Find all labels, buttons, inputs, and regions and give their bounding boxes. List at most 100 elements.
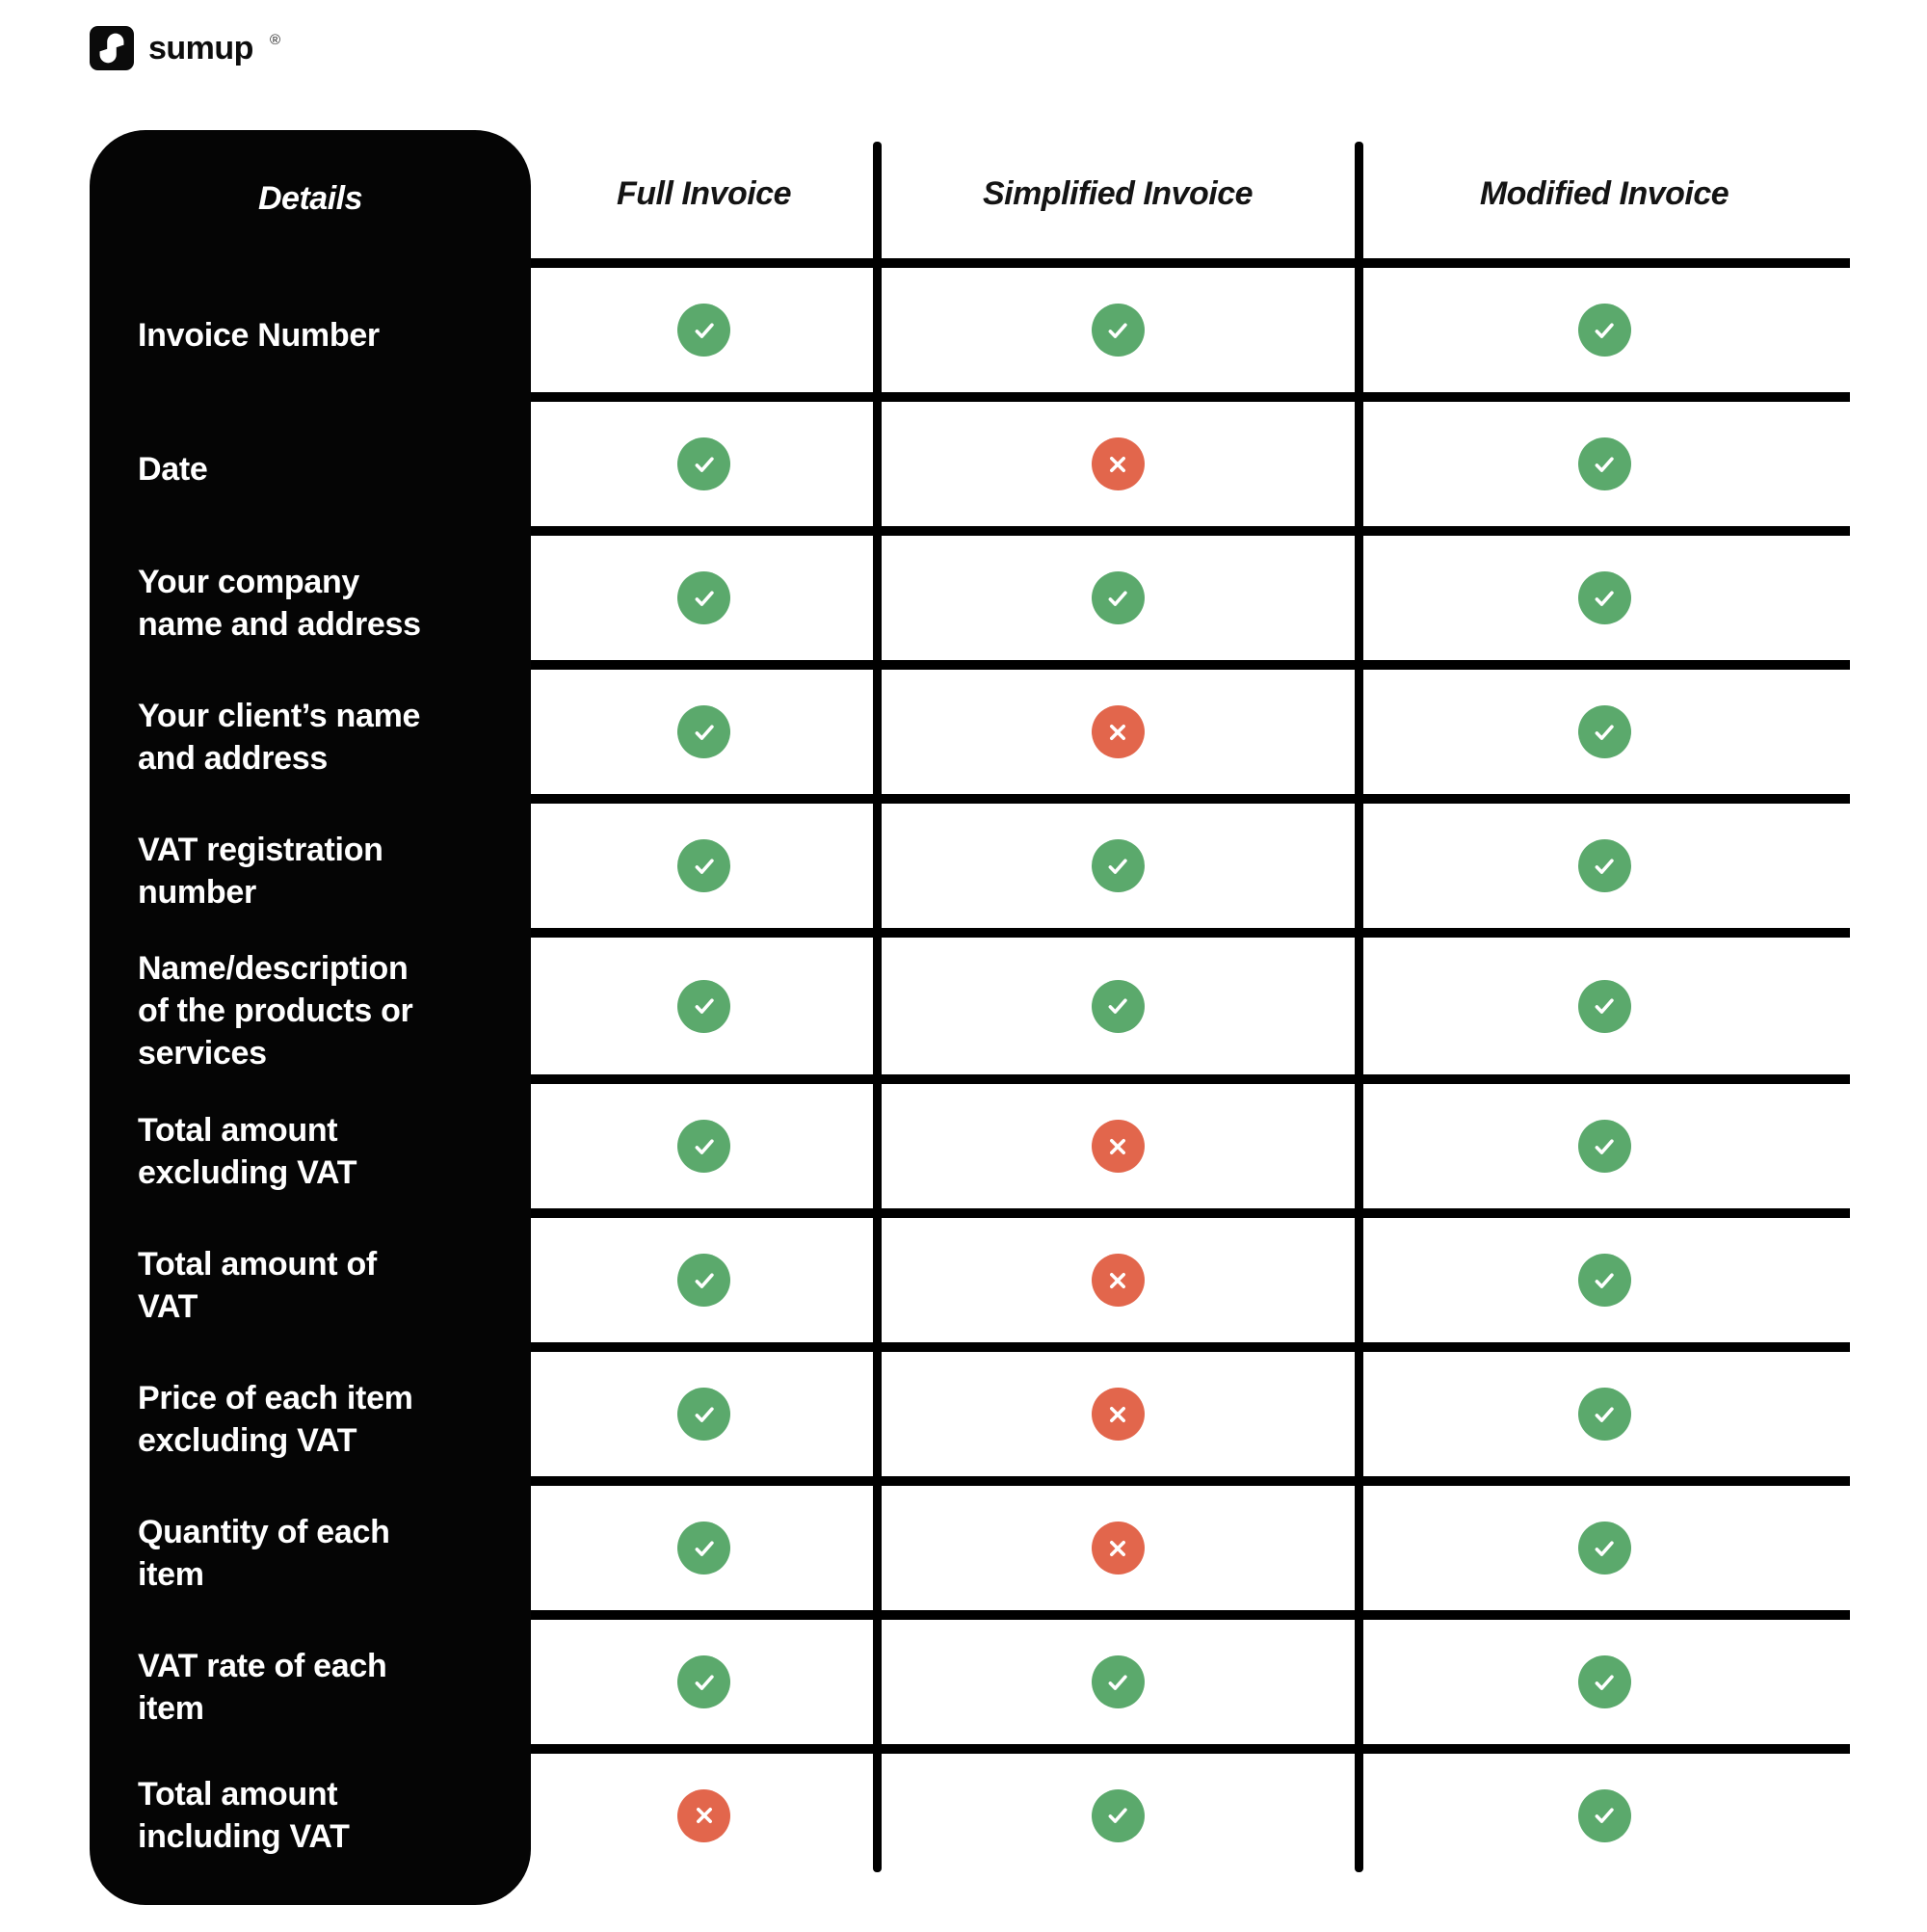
row-label-text: VAT rate of each item [138,1647,387,1727]
check-icon [1595,590,1614,606]
check-icon [1595,998,1614,1014]
table-cell [877,1084,1359,1218]
check-icon [695,858,714,874]
cross-badge [1091,705,1145,758]
check-badge [1577,1120,1631,1173]
row-label: Total amount of VAT [90,1218,531,1352]
cross-badge [677,1788,730,1842]
column-header-label: Simplified Invoice [982,175,1254,212]
row-label: Your company name and address [90,536,531,670]
check-badge [1091,1655,1145,1708]
table-cell [877,670,1359,804]
check-icon [1595,1272,1614,1288]
row-label-text: Invoice Number [138,316,380,354]
check-icon [1595,456,1614,472]
cross-badge [1091,1120,1145,1173]
check-badge [1577,1788,1631,1842]
row-label: Quantity of each item [90,1486,531,1620]
table-cell [1359,938,1850,1084]
table-cell [531,1754,877,1877]
check-badge [1577,705,1631,758]
check-icon [1108,1808,1127,1823]
brand-wordmark: sumup [148,30,253,66]
cross-icon [696,1807,712,1824]
table-grid: Details Full Invoice Simplified Invoice … [90,130,1850,1877]
cross-badge [1091,437,1145,490]
registered-trademark-symbol: ® [269,32,281,48]
table-cell [531,268,877,402]
row-label: Total amount including VAT [90,1754,531,1877]
check-badge [1091,979,1145,1033]
check-badge [677,1120,730,1173]
row-label-text: Total amount including VAT [138,1776,350,1855]
check-badge [1577,571,1631,624]
check-badge [677,437,730,490]
check-icon [1595,1540,1614,1556]
table-cell [1359,268,1850,402]
row-label-text: VAT registration number [138,831,383,911]
check-icon [1108,998,1127,1014]
check-badge [677,979,730,1033]
row-label: Total amount excluding VAT [90,1084,531,1218]
table-cell [1359,1218,1850,1352]
check-icon [695,998,714,1014]
row-label-text: Name/description of the products or serv… [138,950,413,1072]
row-label-text: Price of each item excluding VAT [138,1379,413,1459]
table-cell [531,1486,877,1620]
check-icon [1108,322,1127,338]
check-badge [677,1388,730,1441]
row-label-text: Total amount excluding VAT [138,1111,357,1191]
check-badge [1577,1522,1631,1575]
table-cell [877,402,1359,536]
sumup-logo: sumup ® [90,26,280,70]
cross-icon [1109,1406,1126,1422]
check-icon [695,590,714,606]
row-label: Date [90,402,531,536]
check-icon [695,724,714,740]
check-badge [1091,839,1145,892]
check-icon [1595,1138,1614,1154]
table-cell [877,1486,1359,1620]
check-icon [695,1406,714,1422]
table-cell [531,1352,877,1486]
row-label: Your client’s name and address [90,670,531,804]
check-badge [677,304,730,357]
row-label: VAT registration number [90,804,531,938]
check-badge [1577,304,1631,357]
row-label-text: Total amount of VAT [138,1245,377,1325]
cross-badge [1091,1254,1145,1307]
table-cell [1359,402,1850,536]
cross-icon [1109,456,1126,472]
check-badge [1577,1388,1631,1441]
check-icon [1595,1808,1614,1823]
table-cell [531,1620,877,1754]
cross-badge [1091,1388,1145,1441]
cross-icon [1109,1272,1126,1288]
details-panel [90,130,531,1905]
cross-icon [1109,724,1126,740]
row-label-text: Your client’s name and address [138,697,421,777]
row-label: Invoice Number [90,268,531,402]
invoice-comparison-table: Details Full Invoice Simplified Invoice … [90,130,1850,1905]
check-badge [677,1655,730,1708]
check-badge [677,1254,730,1307]
table-cell [877,1352,1359,1486]
check-badge [1091,304,1145,357]
check-icon [1595,322,1614,338]
check-icon [1108,590,1127,606]
sumup-s-icon [90,26,134,70]
table-cell [877,536,1359,670]
check-icon [695,322,714,338]
cross-badge [1091,1522,1145,1575]
row-label-text: Quantity of each item [138,1513,390,1593]
table-cell [1359,804,1850,938]
table-cell [531,670,877,804]
column-header-label: Full Invoice [616,175,792,212]
column-divider-2 [1355,142,1363,1872]
check-badge [1577,979,1631,1033]
check-badge [1577,437,1631,490]
table-cell [531,804,877,938]
check-badge [1091,571,1145,624]
table-cell [531,402,877,536]
check-badge [1091,1788,1145,1842]
